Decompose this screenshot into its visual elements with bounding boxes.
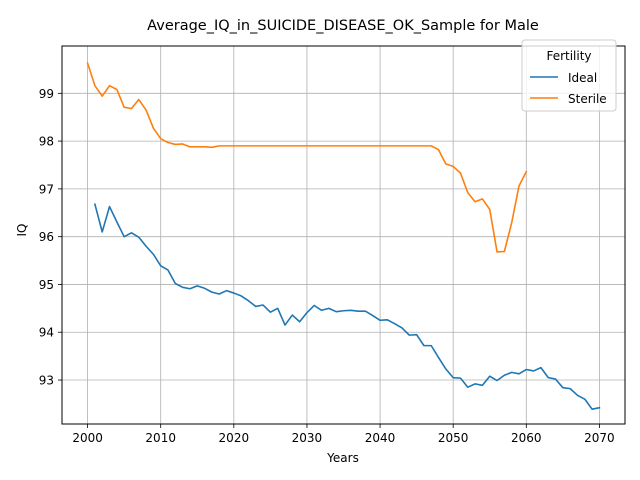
series-line-sterile bbox=[86, 62, 528, 253]
plot-area-frame bbox=[61, 45, 626, 425]
y-tick-label: 97 bbox=[39, 182, 54, 196]
chart-title: Average_IQ_in_SUICIDE_DISEASE_OK_Sample … bbox=[147, 18, 539, 34]
grid-lines bbox=[62, 46, 625, 424]
x-axis-ticks: 2000 2010 2020 2030 2040 2050 2060 2070 bbox=[72, 424, 615, 445]
legend-label-ideal: Ideal bbox=[568, 71, 597, 85]
x-tick-label: 2000 bbox=[72, 431, 103, 445]
legend-box bbox=[521, 39, 617, 112]
x-tick-label: 2040 bbox=[365, 431, 396, 445]
y-axis-ticks: 93 94 95 96 97 98 99 bbox=[39, 87, 62, 388]
y-tick-label: 93 bbox=[39, 374, 54, 388]
legend-title: Fertility bbox=[546, 49, 591, 63]
x-tick-label: 2060 bbox=[511, 431, 542, 445]
series-lines bbox=[86, 62, 601, 410]
x-tick-label: 2070 bbox=[584, 431, 615, 445]
series-line-ideal bbox=[93, 203, 601, 410]
y-tick-label: 94 bbox=[39, 326, 54, 340]
x-axis-label: Years bbox=[326, 451, 359, 465]
legend-label-sterile: Sterile bbox=[568, 92, 607, 106]
x-tick-label: 2030 bbox=[292, 431, 323, 445]
y-tick-label: 98 bbox=[39, 135, 54, 149]
x-tick-label: 2010 bbox=[145, 431, 176, 445]
y-tick-label: 99 bbox=[39, 87, 54, 101]
x-tick-label: 2020 bbox=[219, 431, 250, 445]
y-tick-label: 96 bbox=[39, 230, 54, 244]
legend: Fertility Ideal Sterile bbox=[521, 39, 617, 112]
y-tick-label: 95 bbox=[39, 278, 54, 292]
x-tick-label: 2050 bbox=[438, 431, 469, 445]
y-axis-label: IQ bbox=[15, 224, 29, 237]
